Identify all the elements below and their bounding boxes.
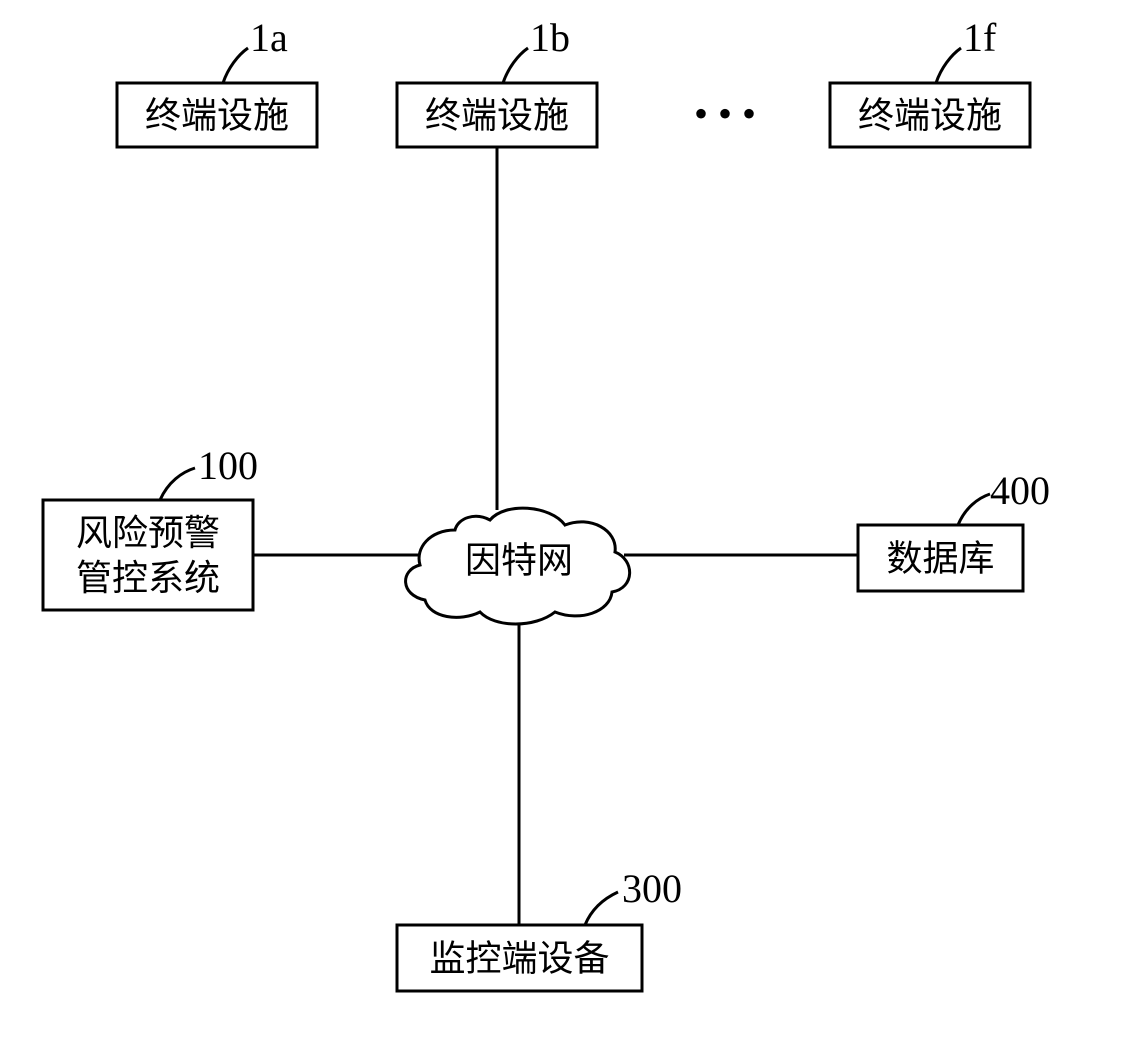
leader-risk_sys	[160, 468, 195, 500]
node-database: 数据库 400	[858, 468, 1050, 591]
node-risk_sys-text-1: 管控系统	[76, 558, 220, 598]
leader-terminal_a	[223, 48, 248, 83]
node-terminal_b-text: 终端设施	[425, 95, 569, 135]
node-terminal_a-text: 终端设施	[145, 95, 289, 135]
leader-terminal_b	[503, 48, 528, 83]
node-monitor-text: 监控端设备	[429, 938, 609, 978]
node-terminal_f: 终端设施 1f	[830, 15, 1030, 147]
leader-database	[958, 494, 990, 525]
node-terminal_b-ref: 1b	[530, 15, 570, 60]
leader-terminal_f	[936, 48, 961, 83]
node-terminal_a: 终端设施 1a	[117, 15, 317, 147]
node-monitor: 监控端设备 300	[397, 866, 682, 991]
diagram-canvas: 因特网 终端设施 1a 终端设施 1b 终端设施 1f 风险预警管控系统 100 数据库 400 监控…	[0, 0, 1139, 1041]
node-risk_sys: 风险预警管控系统 100	[43, 443, 258, 610]
node-terminal_f-ref: 1f	[963, 15, 997, 60]
internet-label: 因特网	[465, 540, 573, 580]
node-database-text: 数据库	[886, 538, 994, 578]
node-terminal_b: 终端设施 1b	[397, 15, 597, 147]
node-terminal_a-ref: 1a	[250, 15, 288, 60]
leader-monitor	[585, 892, 618, 925]
ellipsis: • • •	[694, 91, 756, 136]
node-database-ref: 400	[990, 468, 1050, 513]
node-risk_sys-ref: 100	[198, 443, 258, 488]
node-monitor-ref: 300	[622, 866, 682, 911]
node-terminal_f-text: 终端设施	[858, 95, 1002, 135]
node-risk_sys-text-0: 风险预警	[76, 513, 220, 553]
